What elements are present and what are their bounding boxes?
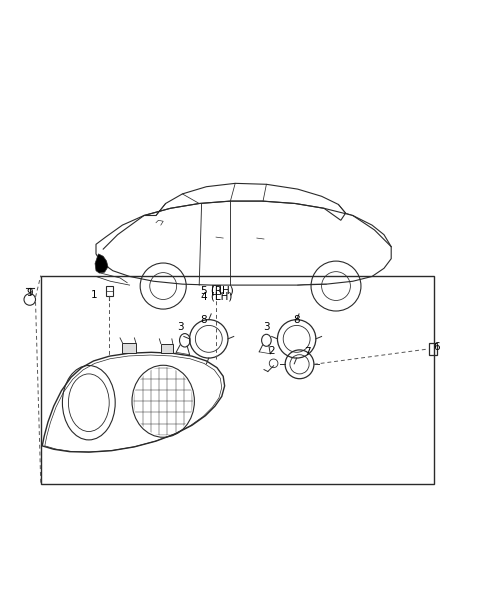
Bar (212, 285, 220, 294)
Text: 9: 9 (26, 288, 33, 298)
Bar (106, 286, 113, 296)
Text: 4 (LH): 4 (LH) (201, 292, 233, 302)
Bar (161, 344, 173, 353)
Text: 1: 1 (91, 290, 98, 300)
Text: 2: 2 (268, 346, 275, 356)
Text: 7: 7 (304, 347, 311, 357)
Bar (41, 276, 434, 485)
Text: 5 (RH): 5 (RH) (201, 286, 233, 296)
Text: 8: 8 (201, 314, 207, 325)
Text: 3: 3 (177, 322, 183, 332)
Polygon shape (95, 254, 108, 273)
Bar (429, 343, 437, 355)
Text: 8: 8 (293, 314, 300, 325)
Text: 6: 6 (433, 343, 440, 352)
Bar (122, 343, 136, 353)
Text: 3: 3 (263, 322, 270, 332)
